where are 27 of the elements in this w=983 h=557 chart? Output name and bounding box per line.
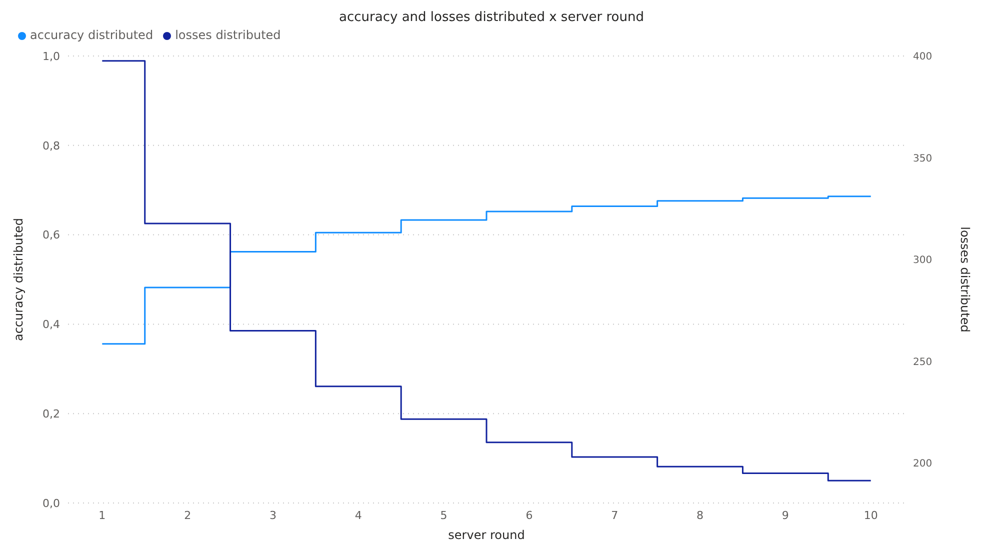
y-tick-label: 1,0: [42, 50, 60, 63]
y2-tick-label: 350: [913, 153, 932, 164]
x-tick-label: 10: [864, 508, 878, 522]
x-tick-label: 5: [440, 508, 448, 522]
x-tick-label: 8: [696, 508, 704, 522]
y2-tick-label: 300: [913, 255, 932, 266]
x-tick-label: 6: [526, 508, 533, 522]
y-tick-label: 0,2: [42, 408, 60, 421]
y-tick-label: 0,0: [42, 496, 60, 510]
y-axis-title: accuracy distributed: [11, 218, 26, 342]
legend-label: losses distributed: [175, 28, 281, 42]
y2-tick-label: 200: [913, 458, 932, 470]
x-tick-label: 2: [184, 508, 192, 522]
y2-axis-title: losses distributed: [958, 226, 972, 332]
x-tick-label: 7: [611, 508, 618, 522]
y-tick-label: 0,6: [42, 228, 60, 242]
y-tick-label: 0,8: [42, 139, 60, 152]
x-tick-label: 9: [782, 508, 789, 522]
x-tick-label: 4: [354, 508, 362, 522]
y2-tick-label: 250: [913, 356, 932, 368]
chart-title: accuracy and losses distributed x server round: [338, 9, 645, 27]
x-tick-label: 1: [98, 508, 106, 522]
y2-tick-label: 400: [913, 52, 932, 63]
x-tick-label: 3: [269, 508, 276, 522]
x-axis-title: server round: [448, 528, 525, 542]
legend-label: accuracy distributed: [30, 28, 154, 42]
y-tick-label: 0,4: [42, 318, 60, 332]
